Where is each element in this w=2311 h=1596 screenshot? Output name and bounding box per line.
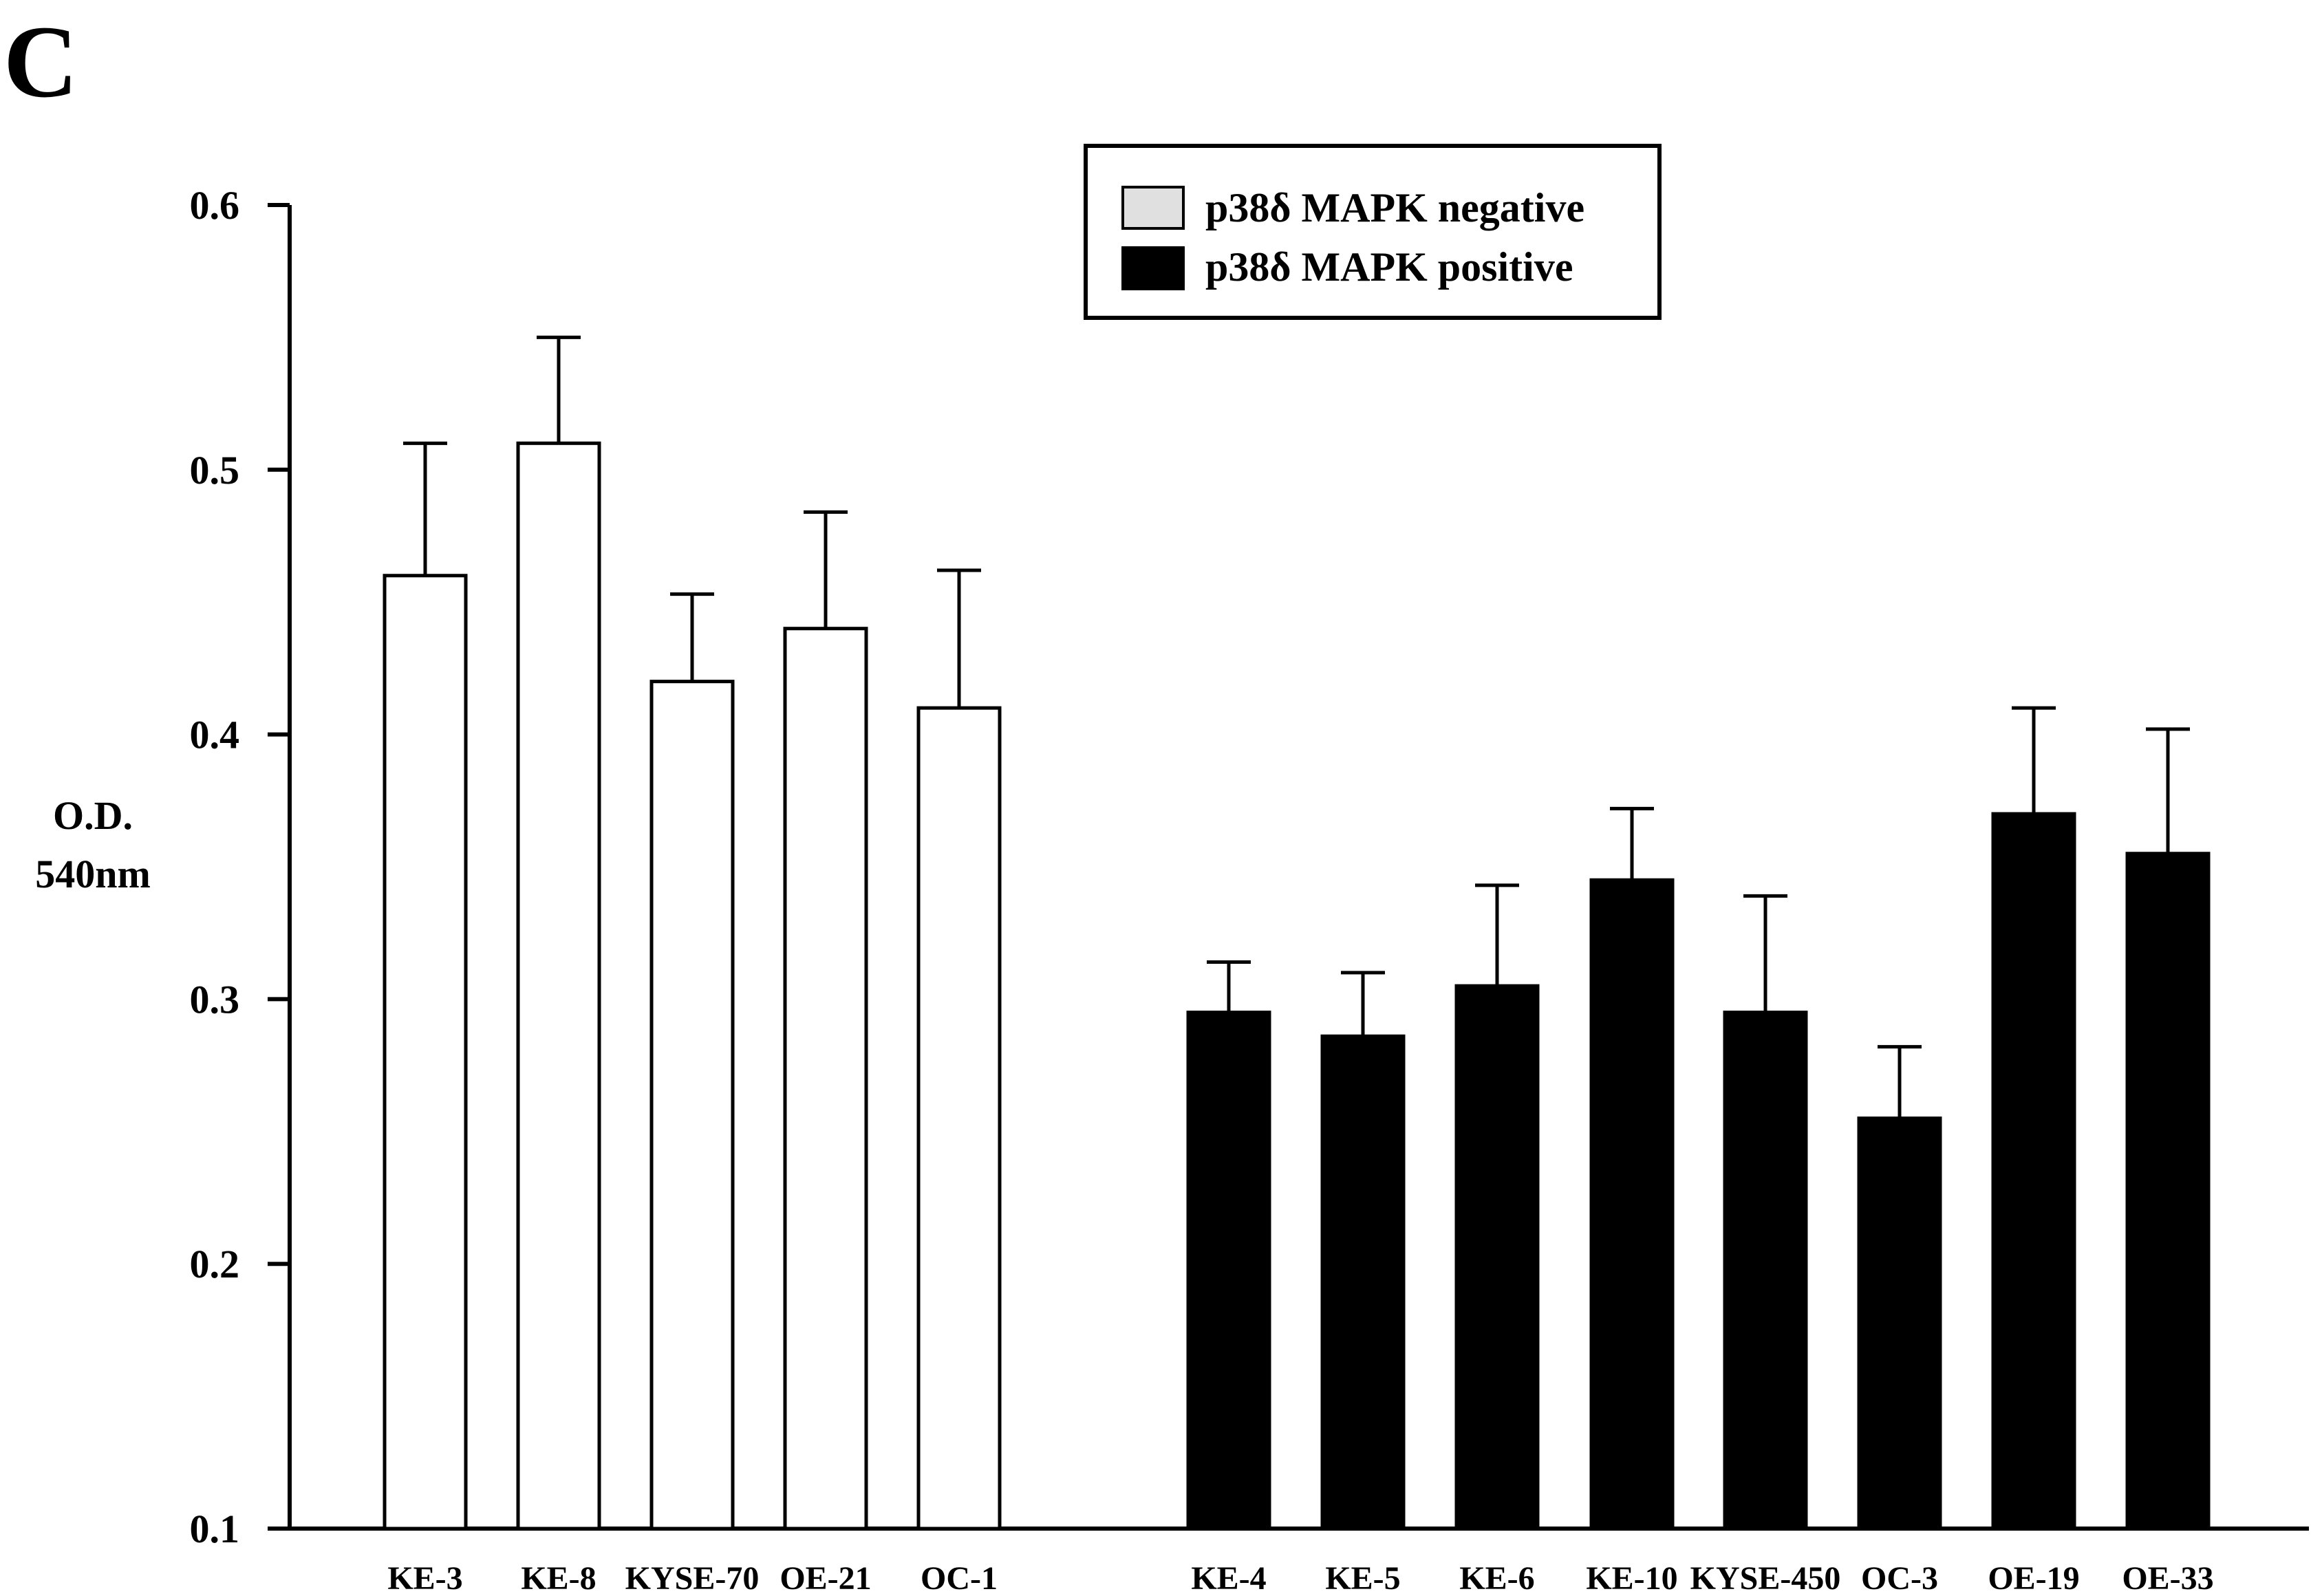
category-label: KE-8 — [521, 1560, 596, 1596]
bar-ke-5 — [1320, 1034, 1406, 1531]
legend-label-positive: p38δ MAPK positive — [1205, 244, 1573, 290]
category-label: KE-4 — [1191, 1560, 1266, 1596]
category-label: OC-3 — [1861, 1560, 1938, 1596]
bar-kyse-70 — [649, 680, 735, 1531]
category-label: OC-1 — [921, 1560, 998, 1596]
bar-kyse-450 — [1723, 1011, 1808, 1531]
category-label: KYSE-450 — [1690, 1560, 1841, 1596]
category-label: OE-19 — [1988, 1560, 2079, 1596]
y-ticks: 0.1 0.2 0.3 0.4 0.5 0.6 — [190, 183, 290, 1551]
legend: p38δ MAPK negative p38δ MAPK positive — [1084, 144, 1662, 320]
legend-label-negative: p38δ MAPK negative — [1205, 185, 1584, 230]
category-label: KE-5 — [1325, 1560, 1400, 1596]
category-label: OE-33 — [2122, 1560, 2213, 1596]
y-tick-label: 0.6 — [190, 183, 240, 228]
y-axis-label: O.D. 540nm — [35, 793, 151, 896]
axes — [288, 205, 2309, 1531]
bar-ke-10 — [1589, 878, 1675, 1531]
y-tick-label: 0.5 — [190, 448, 240, 493]
y-tick-label: 0.1 — [190, 1507, 240, 1551]
bar-oc-1 — [916, 706, 1002, 1531]
category-label: KE-6 — [1459, 1560, 1534, 1596]
y-axis-label-line-2: 540nm — [35, 852, 151, 896]
legend-box — [1084, 144, 1662, 320]
bar-ke-4 — [1186, 1011, 1271, 1531]
bar-oe-21 — [783, 627, 868, 1531]
y-axis-label-line-1: O.D. — [53, 793, 133, 838]
error-bars — [403, 335, 2190, 1119]
bar-ke-6 — [1454, 984, 1540, 1531]
bar-oe-19 — [1991, 812, 2076, 1531]
bar-ke-8 — [516, 441, 601, 1531]
y-tick-label: 0.2 — [190, 1242, 240, 1286]
legend-swatch-positive — [1121, 246, 1185, 290]
bar-oe-33 — [2125, 852, 2211, 1531]
category-label: KYSE-70 — [625, 1560, 760, 1596]
category-label: KE-10 — [1586, 1560, 1677, 1596]
y-tick-label: 0.4 — [190, 713, 240, 757]
bars — [383, 441, 2211, 1531]
panel-label: C — [3, 5, 78, 119]
legend-swatch-negative — [1121, 186, 1185, 230]
category-label: KE-3 — [387, 1560, 462, 1596]
category-labels: KE-3 KE-8 KYSE-70 OE-21 OC-1 KE-4 KE-5 KE-6 KE-1… — [387, 1560, 2213, 1596]
bar-ke-3 — [383, 574, 468, 1531]
category-label: OE-21 — [780, 1560, 871, 1596]
bar-oc-3 — [1857, 1117, 1942, 1531]
y-tick-label: 0.3 — [190, 977, 240, 1022]
